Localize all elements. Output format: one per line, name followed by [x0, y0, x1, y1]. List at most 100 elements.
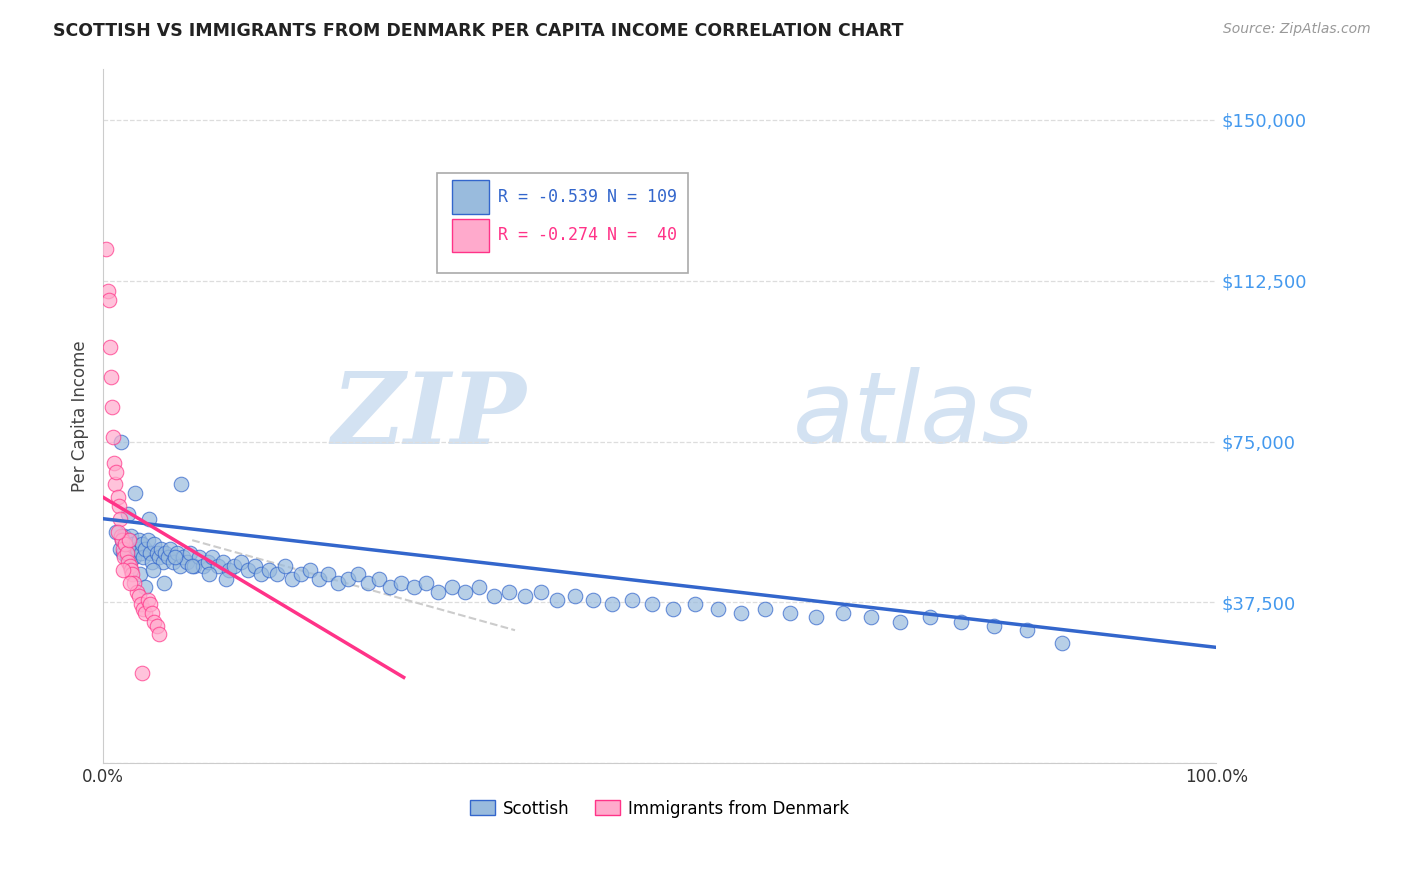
Point [105, 524, 128, 539]
Point [97, 285, 120, 299]
Point [155, 546, 177, 560]
Point [529, 584, 551, 599]
Point [141, 555, 163, 569]
Point [132, 601, 155, 615]
Point [368, 572, 391, 586]
Point [308, 572, 330, 586]
Point [112, 563, 135, 577]
Point [107, 491, 129, 505]
Point [118, 558, 141, 573]
Point [124, 576, 146, 591]
Point [136, 533, 159, 548]
Point [142, 563, 165, 577]
Point [266, 567, 288, 582]
Point [136, 593, 159, 607]
Point [176, 555, 198, 569]
Point [197, 555, 219, 569]
Point [212, 555, 235, 569]
Point [754, 601, 776, 615]
Point [131, 666, 153, 681]
Point [121, 546, 143, 560]
Point [662, 601, 685, 615]
Point [299, 563, 322, 577]
Point [207, 558, 229, 573]
Point [150, 541, 173, 556]
Point [128, 567, 150, 582]
Point [112, 541, 135, 556]
Point [860, 610, 883, 624]
Point [166, 546, 188, 560]
Point [600, 598, 623, 612]
Point [124, 550, 146, 565]
Point [165, 550, 187, 565]
Point [152, 555, 174, 569]
Point [440, 580, 463, 594]
Point [110, 529, 132, 543]
Point [134, 606, 156, 620]
Text: ■: ■ [456, 187, 475, 207]
Point [110, 434, 132, 449]
Point [950, 615, 973, 629]
Point [564, 589, 586, 603]
Point [118, 533, 141, 548]
Point [804, 610, 827, 624]
Point [104, 477, 127, 491]
Point [134, 580, 156, 594]
Point [108, 512, 131, 526]
Point [122, 537, 145, 551]
Point [108, 541, 131, 556]
Point [187, 550, 209, 565]
Text: N = 109: N = 109 [607, 188, 678, 206]
Point [641, 598, 664, 612]
Point [111, 533, 134, 548]
Point [112, 546, 135, 560]
Point [103, 456, 125, 470]
Point [983, 619, 1005, 633]
Text: R = -0.539: R = -0.539 [498, 188, 599, 206]
Point [920, 610, 942, 624]
Point [112, 550, 135, 565]
Point [513, 589, 536, 603]
Point [1050, 636, 1073, 650]
Point [112, 529, 135, 543]
Point [131, 537, 153, 551]
Point [120, 529, 142, 543]
FancyBboxPatch shape [437, 173, 688, 274]
Y-axis label: Per Capita Income: Per Capita Income [72, 340, 89, 491]
Point [125, 541, 148, 556]
Point [498, 584, 520, 599]
Point [120, 563, 142, 577]
Point [236, 563, 259, 577]
Point [162, 555, 184, 569]
Point [620, 593, 643, 607]
Point [159, 541, 181, 556]
Point [117, 508, 139, 522]
Point [115, 546, 138, 560]
Point [97, 293, 120, 307]
Point [415, 576, 437, 591]
Point [198, 567, 221, 582]
Point [402, 580, 425, 594]
Point [183, 558, 205, 573]
Point [107, 524, 129, 539]
Point [139, 598, 162, 612]
Text: atlas: atlas [793, 368, 1035, 465]
Point [546, 593, 568, 607]
Point [337, 572, 360, 586]
Point [121, 567, 143, 582]
Point [685, 598, 707, 612]
Point [143, 537, 166, 551]
Point [107, 499, 129, 513]
Point [124, 486, 146, 500]
Legend: Scottish, Immigrants from Denmark: Scottish, Immigrants from Denmark [464, 793, 856, 824]
Point [114, 537, 136, 551]
Point [118, 533, 141, 548]
Point [181, 558, 204, 573]
Point [250, 567, 273, 582]
Point [105, 465, 128, 479]
Text: Source: ZipAtlas.com: Source: ZipAtlas.com [1223, 22, 1371, 37]
Point [231, 555, 253, 569]
Point [156, 550, 179, 565]
Point [101, 430, 124, 444]
Point [214, 572, 236, 586]
